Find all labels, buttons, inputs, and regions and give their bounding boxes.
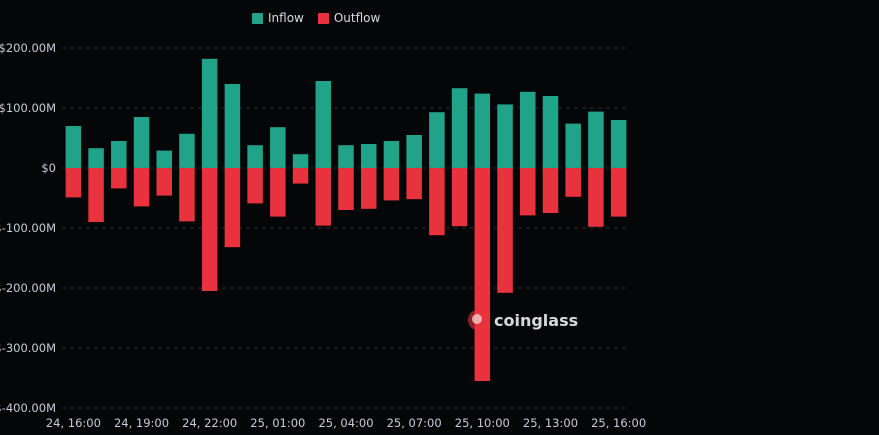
outflow-swatch [317, 12, 329, 24]
y-tick-label: $0 [41, 161, 56, 175]
outflow-bar [565, 168, 581, 197]
watermark-text: coinglass [494, 310, 579, 330]
outflow-bar [65, 168, 82, 198]
coinglass-watermark: coinglass [466, 308, 578, 332]
inflow-bar [383, 141, 400, 168]
outflow-bar [542, 168, 559, 213]
x-tick-label: 25, 01:00 [250, 416, 305, 430]
inflow-bar [65, 126, 82, 168]
legend-label-inflow: Inflow [268, 11, 304, 25]
inflow-bar [247, 145, 263, 168]
x-tick-label: 24, 16:00 [46, 416, 101, 430]
x-tick-label: 25, 04:00 [318, 416, 373, 430]
y-tick-label: $-100.00M [0, 221, 56, 235]
inflow-bar [610, 120, 627, 168]
outflow-bar [156, 168, 172, 196]
outflow-bar [451, 168, 468, 227]
inflow-bar [224, 84, 241, 168]
outflow-bar [383, 168, 400, 201]
x-tick-label: 24, 22:00 [182, 416, 237, 430]
legend-item-inflow[interactable]: Inflow [252, 11, 304, 25]
y-tick-label: $200.00M [0, 41, 56, 55]
inflow-bar [497, 104, 513, 168]
y-tick-label: $100.00M [0, 101, 56, 115]
outflow-bar [406, 168, 422, 200]
inflow-bar [588, 111, 604, 168]
inflow-bar [565, 123, 581, 168]
outflow-bar [588, 168, 604, 227]
outflow-bar [179, 168, 195, 222]
inflow-bar [201, 58, 218, 168]
inflow-bar [406, 135, 422, 168]
outflow-bar [88, 168, 104, 222]
inflow-bar [111, 141, 127, 168]
outflow-bar [247, 168, 263, 204]
inflow-bar [474, 93, 491, 168]
outflow-bar [338, 168, 354, 210]
outflow-bar [201, 168, 218, 291]
inflow-bar [156, 150, 172, 168]
inflow-bar [451, 88, 468, 168]
outflow-bar [315, 168, 332, 226]
legend-label-outflow: Outflow [333, 11, 381, 25]
x-tick-label: 25, 07:00 [387, 416, 442, 430]
x-tick-label: 25, 13:00 [523, 416, 578, 430]
outflow-bar [429, 168, 445, 236]
outflow-bar [520, 168, 536, 216]
coinglass-logo-icon [468, 310, 486, 330]
inflow-bar [360, 144, 377, 168]
inflow-bar [542, 96, 559, 168]
x-tick-label: 24, 19:00 [114, 416, 169, 430]
outflow-bar [270, 168, 286, 217]
inflow-bar [429, 112, 445, 168]
inflow-bar [315, 81, 332, 168]
y-tick-label: $-200.00M [0, 281, 56, 295]
outflow-bar [224, 168, 241, 248]
inflow-bar [292, 154, 309, 168]
inflow-bar [338, 145, 354, 168]
outflow-bar [360, 168, 377, 209]
outflow-bar [474, 168, 491, 381]
inflow-bar [270, 127, 286, 168]
outflow-bar [292, 168, 309, 184]
inflow-bar [520, 91, 536, 168]
y-tick-label: $-400.00M [0, 401, 56, 415]
inflow-bar [133, 117, 150, 168]
inflow-bar [88, 148, 104, 168]
inflow-swatch [252, 12, 263, 24]
outflow-bar [497, 168, 513, 293]
inflow-bar [179, 133, 195, 168]
legend-item-outflow[interactable]: Outflow [317, 11, 381, 25]
outflow-bar [133, 168, 150, 207]
legend: Inflow Outflow [252, 11, 380, 25]
y-tick-label: $-300.00M [0, 341, 56, 355]
x-tick-label: 25, 10:00 [455, 416, 510, 430]
outflow-bar [111, 168, 127, 189]
outflow-bar [610, 168, 627, 217]
x-tick-label: 25, 16:00 [591, 416, 646, 430]
